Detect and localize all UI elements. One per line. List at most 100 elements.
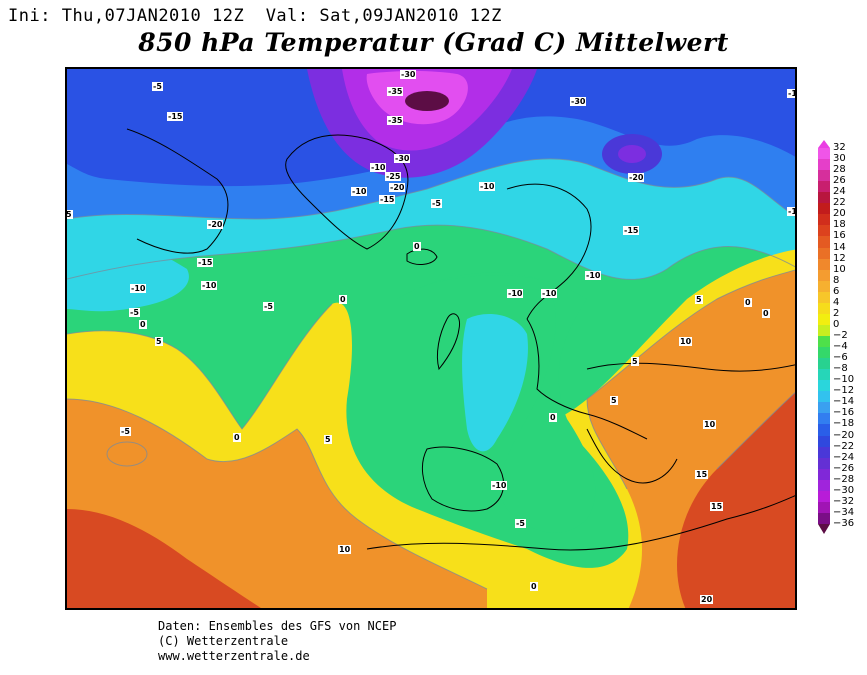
contour-label: -1 xyxy=(787,89,797,98)
legend-label: −30 xyxy=(833,484,855,496)
contour-label: -15 xyxy=(197,258,214,267)
contour-label: -10 xyxy=(491,481,508,490)
footer-line-2: (C) Wetterzentrale xyxy=(158,634,289,648)
temperature-map: -30 -35 -35 -30 -25 -20 -15 -10 -10 -5 -… xyxy=(65,67,797,610)
legend-swatch xyxy=(818,192,830,204)
legend-swatch xyxy=(818,358,830,370)
contour-label: -20 xyxy=(389,183,406,192)
contour-label: 10 xyxy=(338,545,352,554)
contour-label: 5 xyxy=(66,210,73,219)
legend-swatch xyxy=(818,324,830,337)
contour-label: -10 xyxy=(351,187,368,196)
contour-label: -20 xyxy=(207,220,224,229)
legend-label: −20 xyxy=(833,429,855,441)
legend-swatch xyxy=(818,369,830,381)
legend-swatch xyxy=(818,490,830,503)
isotherms xyxy=(67,158,795,590)
legend-label: −16 xyxy=(833,407,855,419)
contour-label: -30 xyxy=(570,97,587,106)
coastlines xyxy=(126,128,795,551)
legend-swatch xyxy=(818,424,830,437)
contour-label: -20 xyxy=(628,173,645,182)
contour-label: 20 xyxy=(700,595,714,604)
legend-label: 28 xyxy=(833,164,846,176)
legend-label: 4 xyxy=(833,296,840,308)
contour-label: -10 xyxy=(585,271,602,280)
legend-min-arrow xyxy=(818,524,830,534)
contour-label: 5 xyxy=(610,396,618,405)
contour-label: -10 xyxy=(370,163,387,172)
contour-label: -15 xyxy=(623,226,640,235)
contour-label: 15 xyxy=(695,470,709,479)
legend-swatch xyxy=(818,291,830,304)
legend-swatch xyxy=(818,479,830,492)
run-info: Ini: Thu,07JAN2010 12Z Val: Sat,09JAN201… xyxy=(8,6,502,26)
legend-swatch xyxy=(818,512,830,525)
legend-label: 0 xyxy=(833,318,840,330)
contour-label: -10 xyxy=(201,281,218,290)
legend-label: 24 xyxy=(833,186,846,198)
contour-label: -30 xyxy=(400,70,417,79)
legend-label: −32 xyxy=(833,495,855,507)
contour-label: -25 xyxy=(385,172,402,181)
contour-label: 0 xyxy=(762,309,770,318)
legend-label: −14 xyxy=(833,396,855,408)
contour-label: -15 xyxy=(379,195,396,204)
val-value: Sat,09JAN2010 12Z xyxy=(319,6,502,26)
contour-label: -10 xyxy=(507,289,524,298)
val-label: Val: xyxy=(265,6,309,26)
legend-label: 14 xyxy=(833,241,846,253)
temperature-field xyxy=(67,69,795,608)
legend-swatch xyxy=(818,258,830,271)
legend-label: −26 xyxy=(833,462,855,474)
legend-label: 2 xyxy=(833,307,840,319)
field-cold-core xyxy=(405,91,449,111)
legend-swatch xyxy=(818,148,830,160)
legend-label: −12 xyxy=(833,385,855,397)
contour-label: 0 xyxy=(744,298,752,307)
legend-label: 32 xyxy=(833,142,846,153)
contour-label: -10 xyxy=(541,289,558,298)
legend-swatch xyxy=(818,446,830,459)
legend-label: −8 xyxy=(833,363,848,375)
contour-label: 15 xyxy=(710,502,724,511)
legend-swatch xyxy=(818,336,830,348)
legend-swatch xyxy=(818,280,830,293)
field-green-europe xyxy=(397,272,596,533)
field-red-east xyxy=(677,392,795,608)
legend-label: −22 xyxy=(833,440,855,452)
contour-label: -35 xyxy=(387,116,404,125)
legend-swatch xyxy=(818,347,830,359)
contour-label: 5 xyxy=(324,435,332,444)
contour-label: -15 xyxy=(167,112,184,121)
legend-swatch xyxy=(818,468,830,481)
legend-label: 30 xyxy=(833,153,846,165)
contour-label: -35 xyxy=(387,87,404,96)
contour-label: -10 xyxy=(479,182,496,191)
contour-label: -5 xyxy=(431,199,442,208)
ini-value: Thu,07JAN2010 12Z xyxy=(61,6,245,26)
footer-line-1: Daten: Ensembles des GFS von NCEP xyxy=(158,619,397,633)
legend-swatch xyxy=(818,380,830,392)
legend-label: 6 xyxy=(833,285,840,297)
legend-swatch xyxy=(818,247,830,260)
contour-label: 0 xyxy=(233,433,241,442)
legend-swatch xyxy=(818,181,830,193)
legend-swatch xyxy=(818,225,830,237)
contour-label: 0 xyxy=(530,582,538,591)
legend-label: −28 xyxy=(833,473,855,485)
field-cyan-europe xyxy=(462,314,528,452)
legend-swatch xyxy=(818,402,830,414)
contour-label: 0 xyxy=(549,413,557,422)
footer-line-3: www.wetterzentrale.de xyxy=(158,649,310,663)
legend-label: −36 xyxy=(833,518,855,529)
legend-label: 16 xyxy=(833,230,846,242)
contour-label: -5 xyxy=(120,427,131,436)
legend-label: 26 xyxy=(833,175,846,187)
legend-swatch xyxy=(818,203,830,215)
ini-label: Ini: xyxy=(8,6,51,26)
legend-label: −34 xyxy=(833,506,855,518)
legend-swatch xyxy=(818,214,830,226)
legend-label: 18 xyxy=(833,219,846,231)
legend-label: 20 xyxy=(833,208,846,220)
